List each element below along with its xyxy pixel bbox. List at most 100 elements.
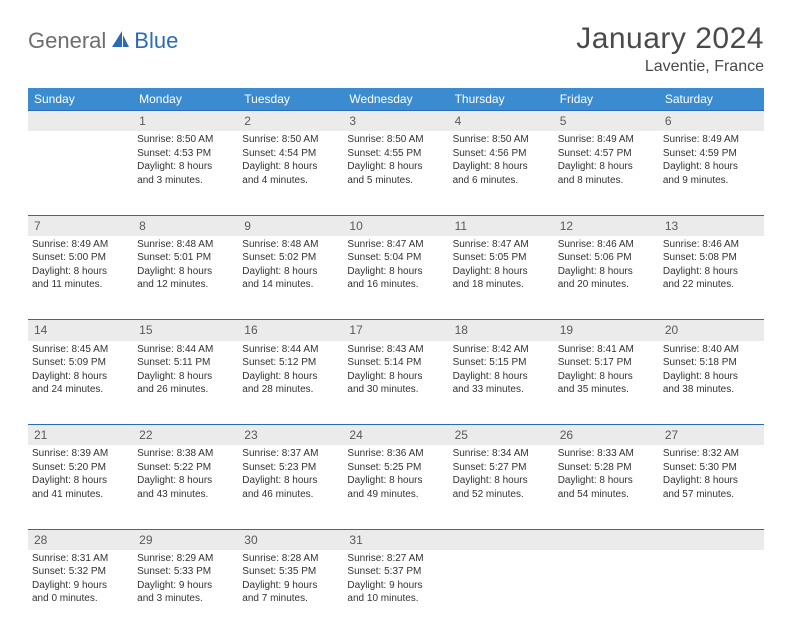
sunset-line: Sunset: 5:17 PM bbox=[558, 356, 655, 370]
sunset-line: Sunset: 5:35 PM bbox=[242, 565, 339, 579]
day-cell-text: Sunrise: 8:39 AMSunset: 5:20 PMDaylight:… bbox=[32, 445, 129, 501]
day-cell: Sunrise: 8:48 AMSunset: 5:01 PMDaylight:… bbox=[133, 236, 238, 320]
day1-line: Daylight: 8 hours bbox=[558, 370, 655, 384]
day-number: 19 bbox=[554, 320, 659, 341]
calendar-table: Sunday Monday Tuesday Wednesday Thursday… bbox=[28, 88, 764, 634]
day-number: 15 bbox=[133, 320, 238, 341]
sunset-line: Sunset: 5:32 PM bbox=[32, 565, 129, 579]
weekday-header-row: Sunday Monday Tuesday Wednesday Thursday… bbox=[28, 88, 764, 111]
day2-line: and 26 minutes. bbox=[137, 383, 234, 397]
logo: General Blue bbox=[28, 22, 178, 54]
day-number: 9 bbox=[238, 215, 343, 236]
sunrise-line: Sunrise: 8:42 AM bbox=[453, 343, 550, 357]
sunset-line: Sunset: 5:00 PM bbox=[32, 251, 129, 265]
day2-line: and 4 minutes. bbox=[242, 174, 339, 188]
calendar-body: 123456Sunrise: 8:50 AMSunset: 4:53 PMDay… bbox=[28, 111, 764, 634]
day-cell: Sunrise: 8:28 AMSunset: 5:35 PMDaylight:… bbox=[238, 550, 343, 634]
sunset-line: Sunset: 5:33 PM bbox=[137, 565, 234, 579]
day-cell-text: Sunrise: 8:31 AMSunset: 5:32 PMDaylight:… bbox=[32, 550, 129, 606]
day-number: 17 bbox=[343, 320, 448, 341]
weekday-header: Thursday bbox=[449, 88, 554, 111]
weekday-header: Saturday bbox=[659, 88, 764, 111]
day-cell: Sunrise: 8:48 AMSunset: 5:02 PMDaylight:… bbox=[238, 236, 343, 320]
logo-text-blue: Blue bbox=[134, 28, 178, 54]
day-cell: Sunrise: 8:32 AMSunset: 5:30 PMDaylight:… bbox=[659, 445, 764, 529]
weekday-header: Sunday bbox=[28, 88, 133, 111]
sunset-line: Sunset: 4:59 PM bbox=[663, 147, 760, 161]
day-number-row: 28293031 bbox=[28, 529, 764, 550]
day-cell bbox=[449, 550, 554, 634]
day2-line: and 5 minutes. bbox=[347, 174, 444, 188]
day-cell-text: Sunrise: 8:43 AMSunset: 5:14 PMDaylight:… bbox=[347, 341, 444, 397]
sunrise-line: Sunrise: 8:40 AM bbox=[663, 343, 760, 357]
day-cell: Sunrise: 8:50 AMSunset: 4:55 PMDaylight:… bbox=[343, 131, 448, 215]
sunset-line: Sunset: 5:27 PM bbox=[453, 461, 550, 475]
day-number: 1 bbox=[133, 111, 238, 132]
sunset-line: Sunset: 5:09 PM bbox=[32, 356, 129, 370]
day-cell-text: Sunrise: 8:49 AMSunset: 4:57 PMDaylight:… bbox=[558, 131, 655, 187]
day1-line: Daylight: 8 hours bbox=[558, 265, 655, 279]
day-cell: Sunrise: 8:47 AMSunset: 5:04 PMDaylight:… bbox=[343, 236, 448, 320]
day-number: 25 bbox=[449, 425, 554, 446]
day-number: 21 bbox=[28, 425, 133, 446]
day-cell-text: Sunrise: 8:50 AMSunset: 4:53 PMDaylight:… bbox=[137, 131, 234, 187]
day-content-row: Sunrise: 8:50 AMSunset: 4:53 PMDaylight:… bbox=[28, 131, 764, 215]
day-cell-text: Sunrise: 8:48 AMSunset: 5:01 PMDaylight:… bbox=[137, 236, 234, 292]
day-cell-text: Sunrise: 8:47 AMSunset: 5:05 PMDaylight:… bbox=[453, 236, 550, 292]
day2-line: and 49 minutes. bbox=[347, 488, 444, 502]
day1-line: Daylight: 8 hours bbox=[137, 265, 234, 279]
day1-line: Daylight: 8 hours bbox=[663, 265, 760, 279]
day-cell-text: Sunrise: 8:42 AMSunset: 5:15 PMDaylight:… bbox=[453, 341, 550, 397]
day-number bbox=[449, 529, 554, 550]
day-cell-text: Sunrise: 8:44 AMSunset: 5:12 PMDaylight:… bbox=[242, 341, 339, 397]
sunset-line: Sunset: 5:25 PM bbox=[347, 461, 444, 475]
day-number: 22 bbox=[133, 425, 238, 446]
sunset-line: Sunset: 5:28 PM bbox=[558, 461, 655, 475]
sunrise-line: Sunrise: 8:47 AM bbox=[347, 238, 444, 252]
day-number: 18 bbox=[449, 320, 554, 341]
day1-line: Daylight: 8 hours bbox=[347, 265, 444, 279]
sunrise-line: Sunrise: 8:39 AM bbox=[32, 447, 129, 461]
day-cell: Sunrise: 8:40 AMSunset: 5:18 PMDaylight:… bbox=[659, 341, 764, 425]
sunset-line: Sunset: 5:06 PM bbox=[558, 251, 655, 265]
day-cell: Sunrise: 8:49 AMSunset: 4:59 PMDaylight:… bbox=[659, 131, 764, 215]
day-cell-text: Sunrise: 8:47 AMSunset: 5:04 PMDaylight:… bbox=[347, 236, 444, 292]
sunset-line: Sunset: 4:57 PM bbox=[558, 147, 655, 161]
day-cell-text: Sunrise: 8:40 AMSunset: 5:18 PMDaylight:… bbox=[663, 341, 760, 397]
day-number: 24 bbox=[343, 425, 448, 446]
day-number: 4 bbox=[449, 111, 554, 132]
day2-line: and 16 minutes. bbox=[347, 278, 444, 292]
day1-line: Daylight: 8 hours bbox=[242, 160, 339, 174]
day-cell-text: Sunrise: 8:38 AMSunset: 5:22 PMDaylight:… bbox=[137, 445, 234, 501]
day2-line: and 43 minutes. bbox=[137, 488, 234, 502]
day-content-row: Sunrise: 8:39 AMSunset: 5:20 PMDaylight:… bbox=[28, 445, 764, 529]
day1-line: Daylight: 8 hours bbox=[242, 474, 339, 488]
sunset-line: Sunset: 5:02 PM bbox=[242, 251, 339, 265]
sunset-line: Sunset: 4:56 PM bbox=[453, 147, 550, 161]
sunrise-line: Sunrise: 8:28 AM bbox=[242, 552, 339, 566]
day-number: 27 bbox=[659, 425, 764, 446]
day-number: 23 bbox=[238, 425, 343, 446]
day1-line: Daylight: 8 hours bbox=[453, 370, 550, 384]
sunset-line: Sunset: 5:30 PM bbox=[663, 461, 760, 475]
sunrise-line: Sunrise: 8:50 AM bbox=[137, 133, 234, 147]
day-cell: Sunrise: 8:50 AMSunset: 4:53 PMDaylight:… bbox=[133, 131, 238, 215]
day-cell: Sunrise: 8:45 AMSunset: 5:09 PMDaylight:… bbox=[28, 341, 133, 425]
sunset-line: Sunset: 5:12 PM bbox=[242, 356, 339, 370]
day-cell-text: Sunrise: 8:46 AMSunset: 5:06 PMDaylight:… bbox=[558, 236, 655, 292]
sunset-line: Sunset: 5:08 PM bbox=[663, 251, 760, 265]
sunrise-line: Sunrise: 8:37 AM bbox=[242, 447, 339, 461]
day2-line: and 54 minutes. bbox=[558, 488, 655, 502]
day1-line: Daylight: 8 hours bbox=[663, 160, 760, 174]
day1-line: Daylight: 8 hours bbox=[453, 265, 550, 279]
sunrise-line: Sunrise: 8:48 AM bbox=[137, 238, 234, 252]
day-number: 26 bbox=[554, 425, 659, 446]
day1-line: Daylight: 8 hours bbox=[347, 160, 444, 174]
day-cell-text: Sunrise: 8:37 AMSunset: 5:23 PMDaylight:… bbox=[242, 445, 339, 501]
day-number: 16 bbox=[238, 320, 343, 341]
day-number: 10 bbox=[343, 215, 448, 236]
day2-line: and 30 minutes. bbox=[347, 383, 444, 397]
day-content-row: Sunrise: 8:31 AMSunset: 5:32 PMDaylight:… bbox=[28, 550, 764, 634]
day-number: 5 bbox=[554, 111, 659, 132]
day-number: 13 bbox=[659, 215, 764, 236]
